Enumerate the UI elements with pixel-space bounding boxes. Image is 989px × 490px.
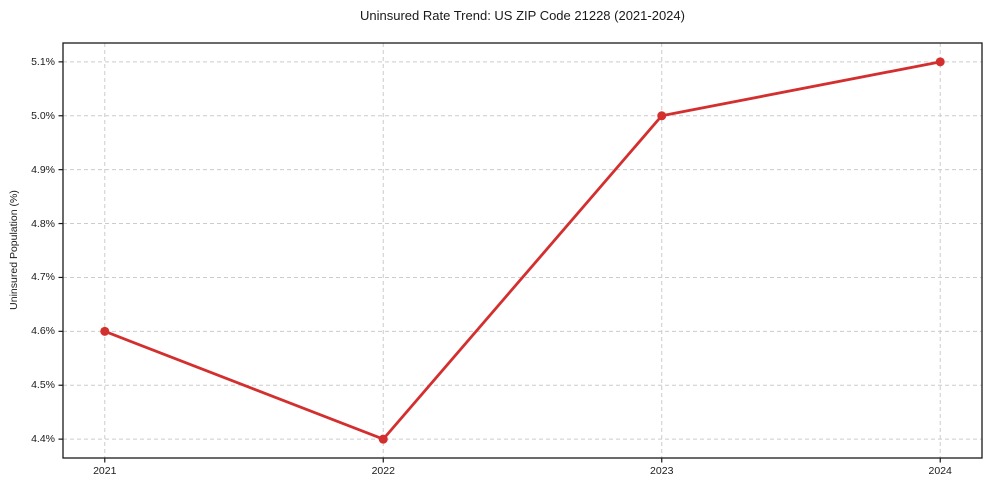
y-tick-label: 4.7% <box>31 271 55 284</box>
y-tick-label: 4.8% <box>31 217 55 230</box>
x-tick-label: 2022 <box>371 465 395 477</box>
x-tick-label: 2023 <box>650 465 674 477</box>
data-point-2022 <box>378 434 388 444</box>
trend-line <box>103 60 942 441</box>
data-point-2024 <box>935 57 945 67</box>
data-point-2023 <box>657 111 667 121</box>
plot-border <box>62 42 983 459</box>
y-tick-label: 5.1% <box>31 55 55 68</box>
y-tick-label: 4.9% <box>31 163 55 176</box>
y-tick-label: 4.6% <box>31 325 55 338</box>
y-tick-label: 5.0% <box>31 109 55 122</box>
x-tick-label: 2024 <box>928 465 952 477</box>
data-point-2021 <box>100 326 110 336</box>
y-tick-label: 4.5% <box>31 379 55 392</box>
x-tick-label: 2021 <box>93 465 117 477</box>
chart-title: Uninsured Rate Trend: US ZIP Code 21228 … <box>360 8 685 23</box>
y-tick-label: 4.4% <box>31 433 55 446</box>
